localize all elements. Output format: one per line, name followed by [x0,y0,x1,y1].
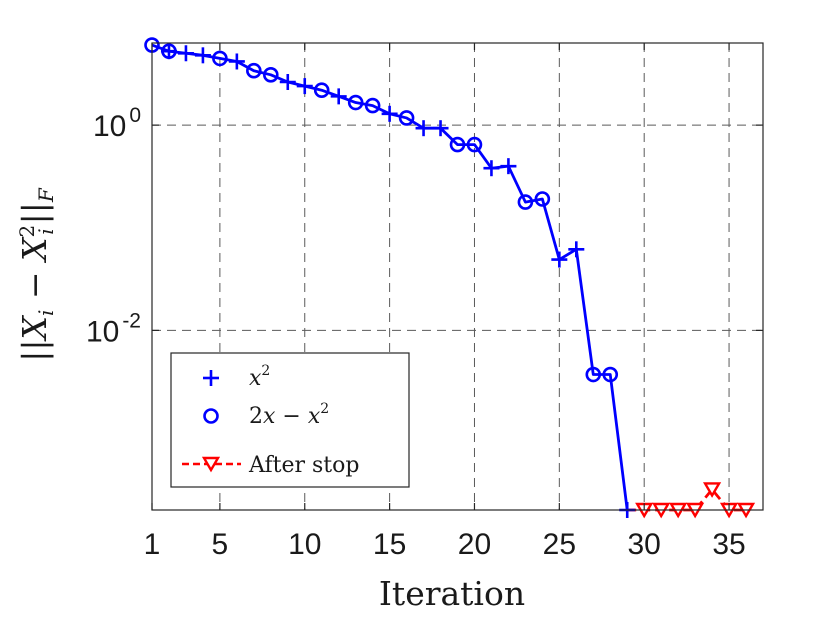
data-point-circle [466,136,483,153]
plot-frame [151,42,764,511]
data-point-plus [177,45,194,62]
y-title-sub-i2: i [34,228,58,234]
data-point-plus [483,160,500,177]
y-title-sub-f: F [34,187,58,203]
data-point-circle [212,50,228,67]
legend-circle [203,408,219,424]
data-point-plus [568,241,585,258]
data-point-plus [330,88,347,105]
y-title-norm-close: || [15,202,54,224]
data-point-circle [364,97,381,114]
legend-label-after-stop: After stop [248,453,359,478]
data-point-plus [551,251,568,268]
data-point-circle [534,191,551,207]
y-tick-base: 10 [86,315,119,348]
data-point-circle [263,67,279,83]
y-tick-exponent: 0 [129,104,141,127]
data-point-plus [296,78,313,95]
data-point-plus [194,47,211,64]
data-point-circle [313,82,330,99]
x-tick-label: 35 [712,528,745,561]
y-title-x2: X [15,236,54,264]
x-tick-label: 25 [543,528,576,561]
x-axis-title: Iteration [379,574,525,613]
data-point-plus [432,120,449,137]
y-title-sup-2: 2 [15,225,39,238]
y-title-minus: − [15,261,54,310]
data-point-plus [381,105,398,122]
y-title-norm-open: || [15,340,54,362]
y-tick-base: 10 [93,110,126,143]
x-tick-label: 5 [212,528,229,561]
data-point-plus [279,74,296,91]
y-tick-label: 10 -2 [86,309,141,348]
x-tick-label: 15 [373,528,406,561]
x-tick-label: 30 [628,528,661,561]
x-tick-label: 20 [458,528,491,561]
legend: x2 2x − x2 After stop [170,352,410,488]
x-tick-label: 10 [288,528,321,561]
data-point-circle [585,366,602,383]
legend-entry-2x-x2: 2x − x2 [203,401,329,429]
data-point-circle [347,94,364,111]
data-point-circle [602,366,619,383]
legend-triangle [201,456,221,473]
data-point-circle [398,110,415,126]
data-point-circle [517,194,534,210]
ticks [151,43,763,510]
data-point-plus [415,120,432,137]
svg-text:||Xi − X2i||F: ||Xi − X2i||F [15,187,58,362]
legend-entry-after-stop: After stop [182,453,359,478]
legend-label-2x-x2: 2x − x2 [249,401,329,429]
y-tick-label: 10 0 [93,104,141,143]
y-tick-exponent: -2 [122,309,141,332]
data-point-circle [246,62,262,79]
data-point-circle [449,136,466,153]
data-point-circle [161,43,177,60]
y-title-x: X [15,315,54,343]
data-point-plus [228,53,245,70]
x-tick-label: 1 [144,528,161,561]
y-title-sub-i: i [34,310,58,316]
data-point-triangle [702,482,722,498]
data-point-plus [500,158,517,175]
y-axis-title: ||Xi − X2i||F [15,187,58,362]
